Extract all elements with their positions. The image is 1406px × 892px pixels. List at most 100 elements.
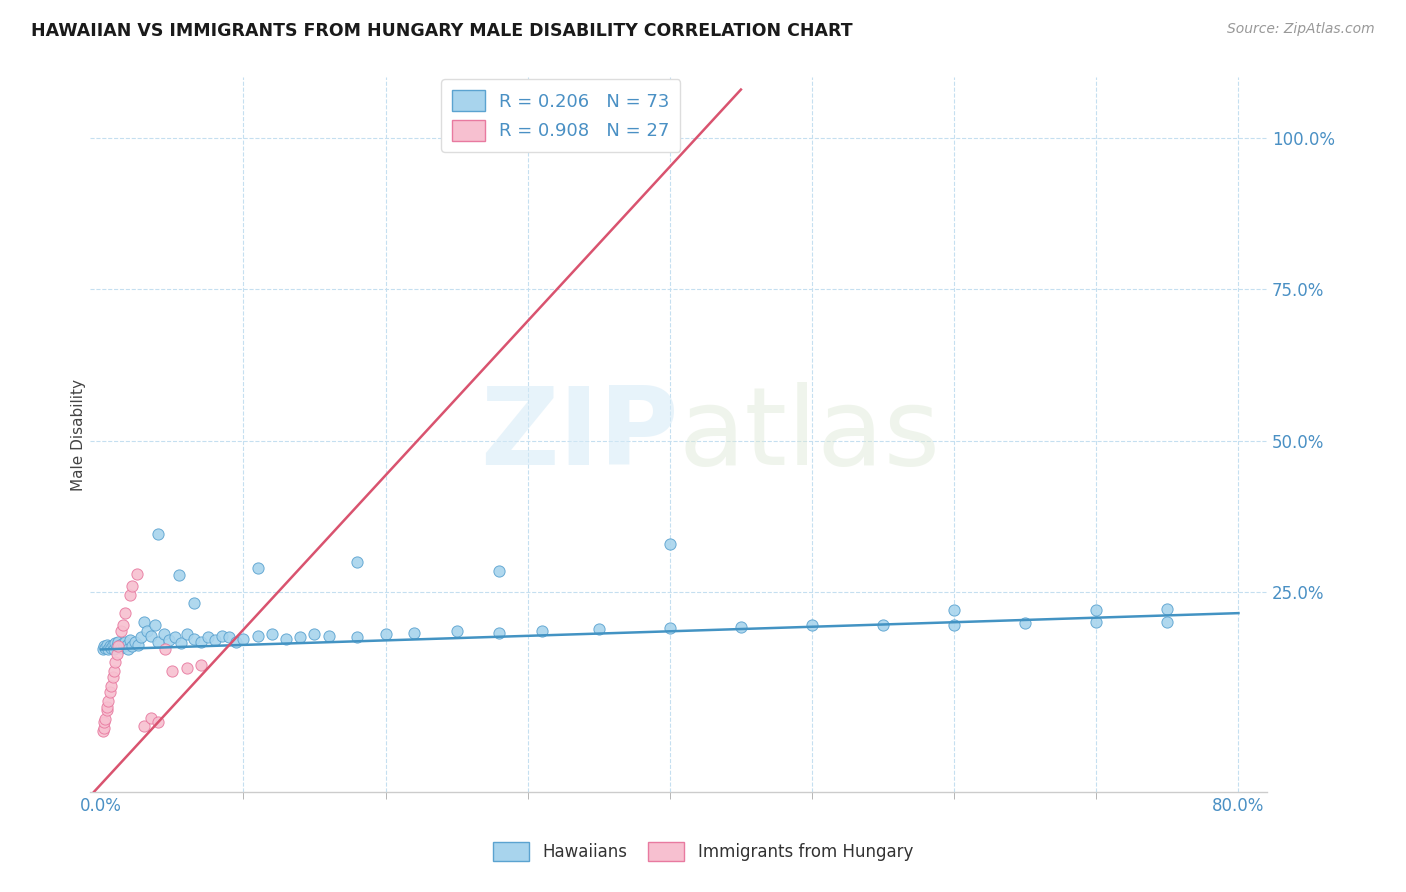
Point <box>943 618 966 632</box>
Point <box>1085 603 1108 617</box>
Point <box>114 606 136 620</box>
Point <box>127 638 149 652</box>
Point <box>530 624 553 639</box>
Point <box>91 642 114 657</box>
Legend: Hawaiians, Immigrants from Hungary: Hawaiians, Immigrants from Hungary <box>486 835 920 868</box>
Point <box>97 642 120 657</box>
Point <box>1156 615 1178 630</box>
Text: HAWAIIAN VS IMMIGRANTS FROM HUNGARY MALE DISABILITY CORRELATION CHART: HAWAIIAN VS IMMIGRANTS FROM HUNGARY MALE… <box>31 22 852 40</box>
Point <box>274 632 297 647</box>
Point <box>159 633 181 648</box>
Point <box>374 627 396 641</box>
Point <box>190 634 212 648</box>
Legend: R = 0.206   N = 73, R = 0.908   N = 27: R = 0.206 N = 73, R = 0.908 N = 27 <box>441 79 681 152</box>
Point <box>246 628 269 642</box>
Text: Source: ZipAtlas.com: Source: ZipAtlas.com <box>1227 22 1375 37</box>
Point <box>139 711 162 725</box>
Point <box>143 618 166 632</box>
Point <box>100 640 122 655</box>
Point <box>165 631 187 645</box>
Point <box>112 640 135 654</box>
Point <box>94 712 117 726</box>
Point <box>104 655 127 669</box>
Point <box>346 555 368 569</box>
Point <box>101 638 124 652</box>
Point <box>801 618 824 632</box>
Point <box>152 627 174 641</box>
Point <box>110 640 132 655</box>
Point <box>98 640 121 654</box>
Point <box>730 620 752 634</box>
Point <box>111 636 134 650</box>
Point <box>402 626 425 640</box>
Point <box>246 560 269 574</box>
Point <box>132 719 155 733</box>
Point <box>146 634 169 648</box>
Point <box>97 694 120 708</box>
Point <box>91 724 114 739</box>
Y-axis label: Male Disability: Male Disability <box>72 378 86 491</box>
Point <box>1085 615 1108 630</box>
Point <box>121 640 143 654</box>
Point <box>96 638 118 652</box>
Point <box>124 634 146 648</box>
Point <box>98 685 121 699</box>
Point <box>170 636 193 650</box>
Point <box>446 624 468 639</box>
Point <box>176 627 198 641</box>
Point <box>658 621 681 635</box>
Point <box>93 640 115 654</box>
Point <box>121 579 143 593</box>
Point <box>93 721 115 735</box>
Point <box>943 603 966 617</box>
Point <box>94 640 117 655</box>
Point <box>346 631 368 645</box>
Point <box>197 631 219 645</box>
Point <box>105 647 128 661</box>
Point <box>110 624 132 639</box>
Point <box>169 568 191 582</box>
Point <box>103 642 125 657</box>
Point <box>304 627 326 641</box>
Point <box>190 657 212 672</box>
Point <box>153 642 176 657</box>
Point <box>96 700 118 714</box>
Point <box>101 670 124 684</box>
Point <box>139 628 162 642</box>
Point <box>588 623 610 637</box>
Point <box>111 618 134 632</box>
Point <box>872 618 894 632</box>
Point <box>488 564 510 578</box>
Point <box>129 631 152 645</box>
Point <box>146 715 169 730</box>
Point <box>232 632 254 647</box>
Point <box>218 631 240 645</box>
Point <box>183 632 205 647</box>
Point <box>176 660 198 674</box>
Point <box>115 638 138 652</box>
Point <box>488 626 510 640</box>
Point <box>318 628 340 642</box>
Point <box>107 640 129 654</box>
Point <box>108 638 131 652</box>
Point <box>117 642 139 657</box>
Text: atlas: atlas <box>678 382 941 488</box>
Point <box>146 527 169 541</box>
Point <box>658 536 681 550</box>
Text: ZIP: ZIP <box>479 382 678 488</box>
Point <box>1014 616 1036 631</box>
Point <box>100 679 122 693</box>
Point <box>290 631 312 645</box>
Point <box>135 624 157 639</box>
Point <box>93 715 115 730</box>
Point <box>96 703 118 717</box>
Point <box>183 596 205 610</box>
Point <box>260 627 283 641</box>
Point <box>105 640 128 654</box>
Point <box>225 634 247 648</box>
Point <box>1156 602 1178 616</box>
Point <box>118 588 141 602</box>
Point <box>204 633 226 648</box>
Point <box>132 615 155 630</box>
Point <box>114 634 136 648</box>
